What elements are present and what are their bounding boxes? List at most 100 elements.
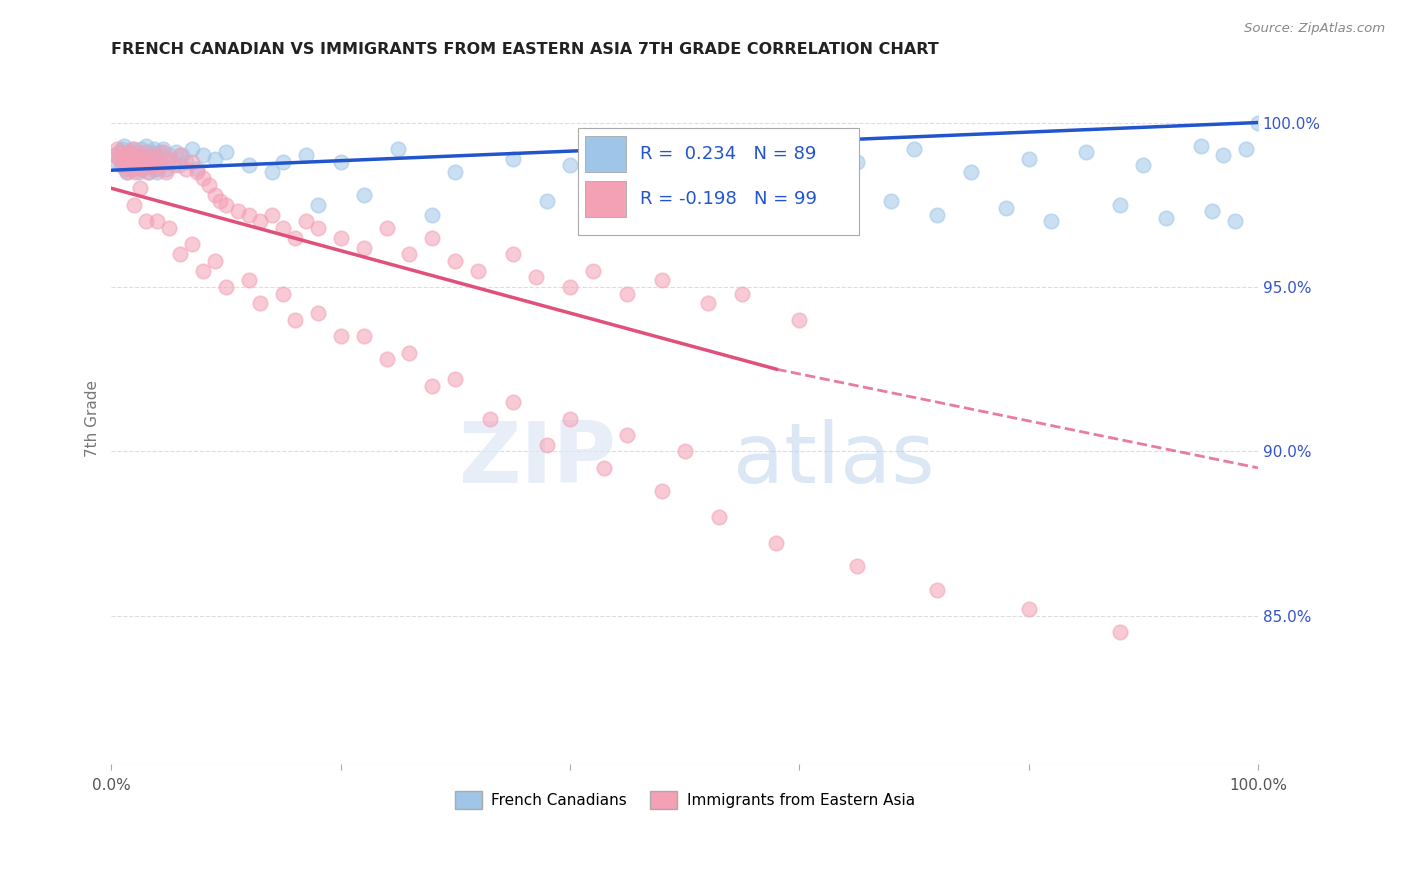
- Point: [157, 220, 180, 235]
- Text: R =  0.234   N = 89: R = 0.234 N = 89: [640, 145, 817, 163]
- Point: [124, 142, 146, 156]
- Point: [260, 165, 283, 179]
- Point: [273, 286, 295, 301]
- Point: [329, 329, 352, 343]
- Point: [124, 152, 146, 166]
- Point: [180, 155, 202, 169]
- Point: [146, 165, 169, 179]
- Point: [422, 378, 444, 392]
- Point: [136, 165, 159, 179]
- Point: [616, 428, 638, 442]
- Point: [329, 230, 352, 244]
- Point: [125, 158, 148, 172]
- Point: [148, 145, 170, 160]
- Y-axis label: 7th Grade: 7th Grade: [86, 380, 100, 457]
- Point: [145, 148, 167, 162]
- Point: [122, 161, 145, 176]
- Point: [731, 286, 754, 301]
- Point: [994, 201, 1017, 215]
- Point: [422, 230, 444, 244]
- Point: [1223, 214, 1246, 228]
- Point: [284, 313, 307, 327]
- Point: [139, 155, 162, 169]
- Point: [467, 263, 489, 277]
- Point: [238, 273, 260, 287]
- Point: [165, 145, 187, 160]
- Text: R = -0.198   N = 99: R = -0.198 N = 99: [640, 190, 817, 208]
- Point: [1109, 198, 1132, 212]
- Point: [616, 201, 638, 215]
- Point: [329, 155, 352, 169]
- Point: [422, 208, 444, 222]
- Point: [114, 161, 136, 176]
- Point: [136, 148, 159, 162]
- Point: [142, 142, 165, 156]
- Point: [502, 395, 524, 409]
- Point: [131, 161, 153, 176]
- FancyBboxPatch shape: [578, 128, 859, 235]
- Point: [375, 220, 398, 235]
- Point: [215, 198, 238, 212]
- Point: [141, 145, 163, 160]
- Point: [142, 158, 165, 172]
- Point: [129, 142, 152, 156]
- Point: [444, 165, 467, 179]
- Point: [536, 438, 558, 452]
- Point: [238, 158, 260, 172]
- Point: [502, 247, 524, 261]
- Legend: French Canadians, Immigrants from Eastern Asia: French Canadians, Immigrants from Easter…: [449, 785, 921, 815]
- Point: [295, 214, 318, 228]
- Point: [731, 161, 754, 176]
- Point: [811, 204, 834, 219]
- Point: [143, 161, 166, 176]
- Point: [131, 161, 153, 176]
- Point: [787, 313, 810, 327]
- Point: [111, 158, 134, 172]
- Point: [765, 536, 787, 550]
- Point: [1018, 602, 1040, 616]
- Point: [129, 148, 152, 162]
- Point: [198, 178, 221, 192]
- Point: [148, 155, 170, 169]
- Point: [129, 155, 152, 169]
- Point: [284, 230, 307, 244]
- Point: [1247, 115, 1270, 129]
- Point: [353, 187, 375, 202]
- Point: [880, 194, 903, 209]
- Point: [169, 247, 191, 261]
- Point: [108, 152, 131, 166]
- Point: [1109, 625, 1132, 640]
- Point: [120, 161, 142, 176]
- Point: [444, 253, 467, 268]
- Text: ZIP: ZIP: [458, 418, 616, 501]
- Point: [142, 158, 165, 172]
- Point: [593, 460, 616, 475]
- Point: [111, 145, 134, 160]
- Point: [260, 208, 283, 222]
- Text: atlas: atlas: [733, 419, 935, 500]
- Point: [155, 165, 177, 179]
- Point: [135, 145, 157, 160]
- Point: [186, 161, 208, 176]
- Point: [118, 145, 141, 160]
- Point: [226, 204, 249, 219]
- Point: [249, 214, 271, 228]
- Point: [582, 263, 605, 277]
- Point: [295, 148, 318, 162]
- Point: [115, 148, 138, 162]
- Point: [120, 158, 142, 172]
- Point: [149, 158, 172, 172]
- Point: [121, 142, 143, 156]
- Point: [1189, 138, 1212, 153]
- Point: [903, 142, 925, 156]
- Point: [105, 155, 128, 169]
- Point: [845, 155, 868, 169]
- Point: [174, 161, 197, 176]
- Point: [1234, 142, 1257, 156]
- Point: [1212, 148, 1234, 162]
- Point: [191, 148, 214, 162]
- Point: [536, 194, 558, 209]
- Point: [616, 286, 638, 301]
- Point: [110, 158, 132, 172]
- Text: Source: ZipAtlas.com: Source: ZipAtlas.com: [1244, 22, 1385, 36]
